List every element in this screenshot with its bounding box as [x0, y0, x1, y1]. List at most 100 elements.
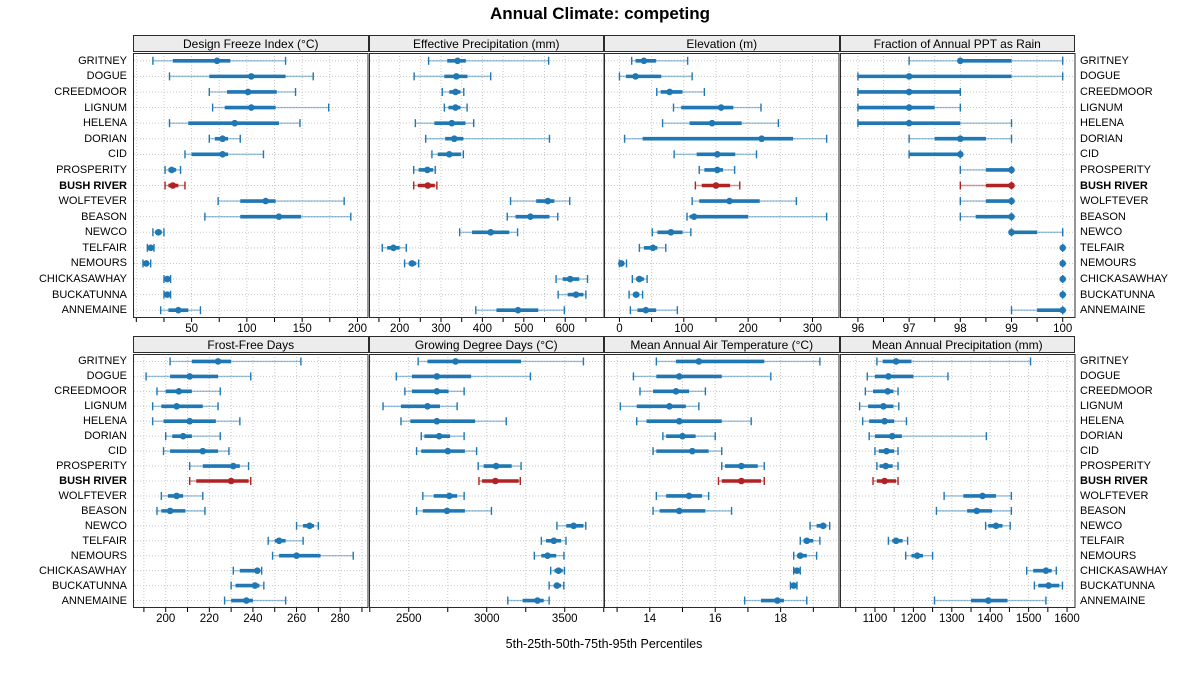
median-dot [632, 291, 640, 298]
panel-strip-title: Design Freeze Index (°C) [182, 37, 319, 51]
panel-plot-area: 200 300 400 500 600 [368, 53, 604, 335]
median-dot [905, 104, 912, 111]
series-dorian [208, 134, 241, 143]
series-buckatunna [230, 581, 265, 590]
series-cid [652, 447, 723, 456]
median-dot [199, 447, 207, 455]
median-dot [275, 213, 283, 220]
panel-plot-area: 200 220 240 260 280 [133, 354, 369, 625]
median-dot [992, 522, 999, 530]
series-bush-river [188, 477, 252, 485]
site-label-left: PROSPERITY [56, 163, 127, 176]
series-beason [652, 506, 733, 515]
site-label-right: PROSPERITY [1080, 460, 1151, 473]
series-lignum [672, 103, 762, 112]
median-dot [640, 57, 648, 65]
series-lignum [151, 402, 219, 411]
series-chickasawhay [1025, 566, 1057, 575]
median-dot [796, 552, 804, 560]
panel-strip: Mean Annual Precipitation (mm) [839, 336, 1075, 353]
series-prosperity [164, 165, 182, 174]
series-annemaine [933, 596, 1047, 605]
median-dot [884, 373, 892, 380]
median-dot [1058, 291, 1066, 298]
axis-tick-label: 260 [287, 613, 306, 625]
series-cid [162, 447, 230, 456]
series-telfair [799, 536, 821, 545]
series-wolftever [421, 491, 465, 500]
series-creedmoor [156, 387, 221, 396]
series-beason [959, 212, 1015, 221]
axis-tick-label: 280 [331, 613, 350, 625]
site-label-right: NEMOURS [1080, 257, 1137, 270]
series-dorian [420, 432, 465, 441]
series-dogue [632, 372, 772, 381]
series-helena [168, 119, 301, 128]
median-dot [243, 597, 250, 604]
panel-1: Design Freeze Index (°C) 50 100 150 200 [133, 35, 369, 335]
series-lignum [858, 402, 899, 411]
median-dot [275, 537, 283, 545]
series-newco [152, 228, 165, 237]
axis-tick-label: 300 [803, 323, 822, 335]
series-helena [414, 119, 474, 128]
site-label-right: PROSPERITY [1080, 163, 1151, 176]
series-lignum [619, 402, 700, 411]
median-dot [173, 492, 180, 500]
series-bush-river [871, 477, 899, 485]
series-prosperity [698, 165, 736, 174]
median-dot [423, 402, 431, 410]
series-bush-river [959, 181, 1015, 190]
series-buckatunna [1033, 581, 1063, 590]
series-nemours [403, 259, 419, 268]
panel-plot-area: 96 97 98 99 100 [839, 53, 1075, 335]
axis-tick-label: 200 [348, 323, 367, 335]
median-dot [738, 462, 745, 470]
panel-strip: Elevation (m) [604, 35, 840, 52]
median-dot [445, 151, 453, 158]
axis-tick-label: 220 [200, 613, 219, 625]
panel-strip-title: Effective Precipitation (mm) [413, 37, 560, 51]
median-dot [486, 228, 494, 236]
series-nemours [1058, 259, 1066, 268]
median-dot [984, 597, 992, 604]
panel-strip-title: Mean Annual Precipitation (mm) [871, 338, 1043, 352]
site-label-right: HELENA [1080, 117, 1125, 130]
panel-strip-title: Fraction of Annual PPT as Rain [873, 37, 1041, 51]
series-lignum [211, 103, 330, 112]
panel-strip: Frost-Free Days [133, 336, 369, 353]
median-dot [972, 507, 980, 515]
series-creedmoor [639, 387, 707, 396]
median-dot [248, 104, 255, 111]
series-annemaine [223, 596, 287, 605]
median-dot [219, 151, 226, 158]
axis-tick-label: 1400 [977, 613, 1003, 625]
panel-plot-area: 1100 1200 1300 1400 1500 1600 [839, 354, 1079, 625]
median-dot [173, 402, 180, 410]
series-chickasawhay [1058, 275, 1066, 284]
median-dot [1044, 582, 1052, 589]
site-label-left: DORIAN [84, 430, 127, 443]
site-label-left: BUCKATUNNA [52, 579, 127, 592]
median-dot [433, 388, 440, 395]
median-dot [244, 88, 252, 96]
panel-plot-area: 2500 3000 3500 [368, 354, 604, 625]
series-prosperity [476, 462, 522, 471]
series-dorian [662, 432, 716, 441]
axis-tick-label: 100 [1053, 323, 1072, 335]
site-label-left: WOLFTEVER [58, 195, 127, 208]
median-dot [675, 507, 683, 515]
site-label-right: CID [1080, 445, 1099, 458]
median-dot [883, 388, 891, 395]
series-wolftever [509, 197, 570, 206]
panel-plot-area: 14 16 18 [604, 354, 840, 625]
series-dogue [395, 372, 531, 381]
median-dot [880, 477, 888, 485]
series-newco [295, 521, 320, 530]
median-dot [956, 135, 964, 143]
panel-plot-area: 0 100 200 300 [604, 53, 840, 335]
series-cid [907, 150, 964, 159]
site-label-left: GRITNEY [78, 355, 127, 368]
series-nemours [904, 551, 933, 560]
